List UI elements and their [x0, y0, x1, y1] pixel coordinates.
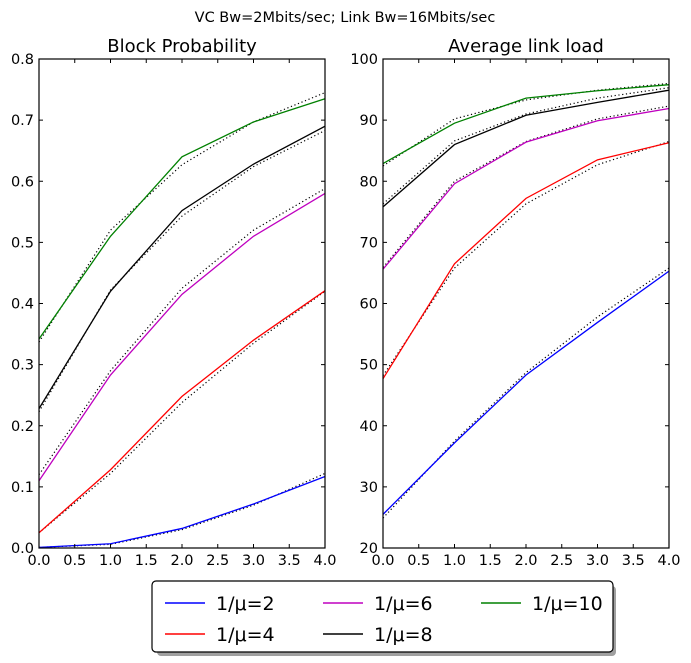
average-link-load-y-tick-label: 50: [360, 358, 378, 374]
average-link-load-y-tick-label: 70: [360, 235, 378, 251]
block-probability-reference-line-4: [38, 92, 326, 343]
block-probability-title: Block Probability: [107, 36, 257, 57]
average-link-load-x-tick-label: 4.0: [657, 553, 680, 569]
average-link-load-reference-line-2: [382, 105, 670, 268]
legend: 1/μ=2 1/μ=4 1/μ=6 1/μ=8 1/μ=10: [151, 580, 616, 656]
average-link-load-x-tick-label: 0.5: [407, 553, 430, 569]
block-probability-reference-line-2: [38, 188, 326, 475]
legend-label-0: 1/μ=2: [216, 593, 275, 615]
block-probability-x-tick-label: 0.5: [63, 553, 86, 569]
average-link-load-y-tick-label: 30: [360, 480, 378, 496]
legend-label-4: 1/μ=10: [532, 593, 603, 615]
average-link-load-reference-line-1: [382, 140, 670, 376]
average-link-load-y-tick-label: 20: [360, 541, 378, 557]
average-link-load-x-tick-label: 1.5: [479, 553, 502, 569]
average-link-load-y-tick-label: 60: [360, 297, 378, 313]
average-link-load-series-line-2: [382, 107, 670, 270]
block-probability-curves: [38, 92, 326, 549]
block-probability-y-tick-label: 0.7: [11, 113, 34, 129]
average-link-load-series-line-4: [382, 84, 670, 165]
average-link-load-y-tick-label: 40: [360, 419, 378, 435]
block-probability-y-tick-label: 0.5: [11, 235, 34, 251]
block-probability-plot-area: [39, 59, 325, 548]
block-probability-y-tick-label: 0.4: [11, 297, 34, 313]
block-probability-reference-line-3: [38, 129, 326, 412]
average-link-load-series-line-0: [382, 270, 670, 515]
block-probability-reference-line-0: [38, 472, 326, 548]
block-probability-series-line-0: [38, 475, 326, 549]
block-probability-x-tick-label: 3.0: [242, 553, 265, 569]
average-link-load-title: Average link load: [448, 36, 604, 57]
block-probability-y-tick-label: 0.3: [11, 358, 34, 374]
legend-label-3: 1/μ=8: [374, 624, 433, 646]
average-link-load-x-tick-label: 0.0: [371, 553, 394, 569]
legend-frame: [151, 580, 614, 653]
block-probability-series-line-2: [38, 192, 326, 482]
average-link-load-x-tick-label: 2.5: [550, 553, 573, 569]
block-probability-y-tick-label: 0.1: [11, 480, 34, 496]
average-link-load-y-tick-label: 90: [360, 113, 378, 129]
block-probability-series-line-1: [38, 290, 326, 534]
block-probability-x-tick-label: 3.5: [278, 553, 301, 569]
average-link-load-panel: Average link load 0.0 0.5 1.0 1.5 2.0 2.5 3.0 3.…: [350, 36, 680, 569]
average-link-load-curves: [382, 82, 670, 519]
average-link-load-reference-line-0: [382, 267, 670, 519]
block-probability-y-tick-label: 0.8: [11, 52, 34, 68]
block-probability-x-tick-label: 1.0: [99, 553, 122, 569]
figure-suptitle: VC Bw=2Mbits/sec; Link Bw=16Mbits/sec: [195, 10, 496, 26]
block-probability-reference-line-1: [38, 290, 326, 534]
block-probability-y-tick-label: 0.0: [11, 541, 34, 557]
average-link-load-x-tick-label: 1.0: [443, 553, 466, 569]
block-probability-x-tick-label: 1.5: [135, 553, 158, 569]
average-link-load-x-tick-label: 2.0: [514, 553, 537, 569]
block-probability-x-tick-label: 0.0: [27, 553, 50, 569]
average-link-load-series-line-1: [382, 142, 670, 380]
block-probability-series-line-4: [38, 98, 326, 340]
average-link-load-y-tick-label: 100: [350, 52, 378, 68]
average-link-load-x-tick-label: 3.0: [586, 553, 609, 569]
average-link-load-plot-area: [383, 59, 669, 548]
block-probability-y-tick-label: 0.2: [11, 419, 34, 435]
legend-label-2: 1/μ=6: [374, 593, 433, 615]
average-link-load-x-tick-label: 3.5: [622, 553, 645, 569]
block-probability-x-tick-label: 4.0: [313, 553, 336, 569]
block-probability-x-tick-label: 2.0: [170, 553, 193, 569]
block-probability-series-line-3: [38, 125, 326, 409]
block-probability-y-tick-label: 0.6: [11, 174, 34, 190]
average-link-load-reference-line-3: [382, 87, 670, 205]
average-link-load-y-tick-label: 80: [360, 174, 378, 190]
block-probability-x-tick-label: 2.5: [206, 553, 229, 569]
average-link-load-reference-line-4: [382, 82, 670, 167]
average-link-load-series-line-3: [382, 89, 670, 208]
legend-label-1: 1/μ=4: [216, 624, 275, 646]
average-link-load-frame: [382, 58, 670, 549]
block-probability-frame: [38, 58, 326, 549]
block-probability-panel: Block Probability 0.0 0.5 1.0 1.5 2.0 2.5 3.0 3.…: [11, 36, 337, 569]
